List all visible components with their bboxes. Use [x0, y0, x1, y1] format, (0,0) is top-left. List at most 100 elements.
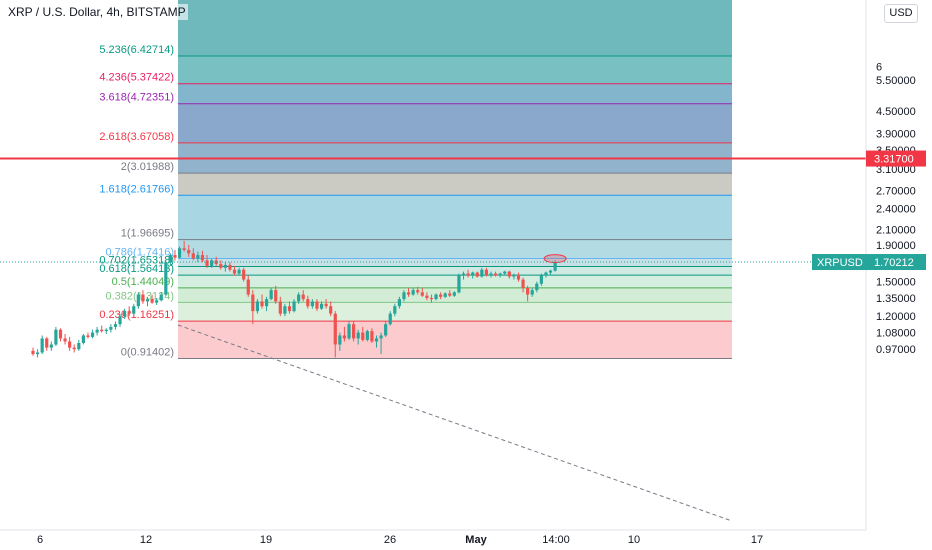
- candle-body: [489, 273, 493, 275]
- x-tick-label: 10: [628, 534, 640, 546]
- y-tick-label: 2.10000: [876, 224, 916, 236]
- candle-body: [338, 335, 342, 345]
- candle-body: [155, 300, 159, 303]
- fib-level-label: 0.786(1.7416): [106, 246, 175, 258]
- candle-body: [342, 335, 347, 339]
- y-tick-label: 1.20000: [876, 311, 916, 323]
- chart-title: XRP / U.S. Dollar, 4h, BITSTAMP: [6, 4, 188, 20]
- x-tick-label: 19: [260, 534, 272, 546]
- candle-body: [260, 301, 264, 307]
- candle-body: [301, 294, 305, 300]
- y-tick-label: 0.97000: [876, 344, 916, 356]
- candle-body: [503, 271, 507, 274]
- candle-body: [210, 260, 214, 266]
- y-tick-label: 2.40000: [876, 204, 916, 216]
- currency-button[interactable]: USD: [884, 4, 918, 23]
- horizontal-line-price-box: [866, 150, 926, 167]
- candle-body: [141, 294, 145, 302]
- y-tick-label: 4.50000: [876, 106, 916, 118]
- x-tick-label: 26: [384, 534, 396, 546]
- candle-body: [402, 292, 406, 300]
- candle-body: [512, 274, 516, 277]
- candle-body: [81, 335, 85, 343]
- candle-body: [168, 255, 172, 263]
- candle-body: [136, 294, 140, 307]
- last-price-label: 1.70212: [874, 257, 914, 269]
- fib-level-label: 2.618(3.67058): [99, 131, 174, 143]
- candle-body: [333, 313, 337, 345]
- y-tick-label: 1.50000: [876, 277, 916, 289]
- candle-body: [49, 344, 53, 348]
- fib-band: [178, 0, 732, 56]
- horizontal-line-price-label: 3.31700: [874, 154, 914, 166]
- candle-body: [118, 316, 122, 325]
- candle-body: [347, 324, 351, 339]
- candle-body: [264, 299, 269, 307]
- x-tick-label: 12: [140, 534, 152, 546]
- candle-body: [306, 299, 310, 307]
- candle-body: [63, 338, 67, 342]
- candle-body: [228, 264, 232, 270]
- candle-body: [397, 299, 401, 307]
- x-tick-label: 14:00: [542, 534, 570, 546]
- candle-body: [461, 273, 466, 276]
- fib-level-label: 1(1.96695): [121, 228, 174, 240]
- candle-body: [104, 329, 108, 332]
- fib-band: [178, 55, 732, 84]
- fib-level-label: 2(3.01988): [121, 161, 174, 173]
- candle-body: [480, 269, 484, 277]
- candle-body: [274, 290, 278, 302]
- candle-body: [109, 326, 113, 330]
- fib-band: [178, 173, 732, 196]
- candle-body: [521, 279, 525, 288]
- candle-body: [530, 290, 534, 295]
- candle-body: [246, 279, 250, 295]
- candle-body: [452, 292, 456, 296]
- candle-body: [242, 269, 246, 280]
- candle-body: [255, 301, 260, 312]
- fib-level-label: 3.618(4.72351): [99, 92, 174, 104]
- symbol-box: [812, 254, 866, 271]
- candle-body: [393, 306, 397, 314]
- candle-body: [113, 324, 118, 327]
- y-tick-label: 6: [876, 62, 882, 74]
- y-tick-label: 1.35000: [876, 293, 916, 305]
- candle-body: [283, 306, 287, 314]
- fib-band: [178, 275, 732, 288]
- fib-band: [178, 258, 732, 267]
- candle-body: [205, 260, 209, 266]
- candle-body: [548, 270, 553, 273]
- candle-body: [123, 311, 127, 317]
- candle-body: [297, 294, 301, 302]
- candle-body: [278, 301, 282, 314]
- candle-body: [132, 306, 136, 314]
- candle-body: [200, 255, 205, 261]
- candle-body: [457, 275, 461, 293]
- candle-body: [219, 264, 223, 268]
- candle-body: [379, 335, 383, 339]
- candle-body: [77, 342, 81, 350]
- candle-body: [196, 255, 200, 259]
- candle-body: [315, 301, 319, 309]
- candle-body: [150, 299, 154, 303]
- candle-body: [35, 352, 40, 355]
- candle-body: [498, 273, 502, 276]
- symbol-label: XRPUSD: [817, 257, 863, 269]
- candle-body: [544, 272, 548, 276]
- candle-body: [191, 253, 195, 259]
- candle-body: [187, 249, 191, 254]
- fib-level-label: 0.5(1.44049): [112, 276, 174, 288]
- candle-body: [406, 292, 411, 295]
- candle-body: [310, 301, 314, 307]
- candle-body: [31, 350, 35, 355]
- candle-body: [416, 290, 420, 293]
- y-tick-label: 3.90000: [876, 128, 916, 140]
- candle-body: [516, 274, 521, 280]
- candle-body: [507, 271, 511, 277]
- candle-body: [539, 275, 543, 284]
- candle-body: [434, 294, 438, 300]
- candle-body: [95, 329, 99, 333]
- fib-level-label: 0.702(1.65318): [99, 255, 174, 267]
